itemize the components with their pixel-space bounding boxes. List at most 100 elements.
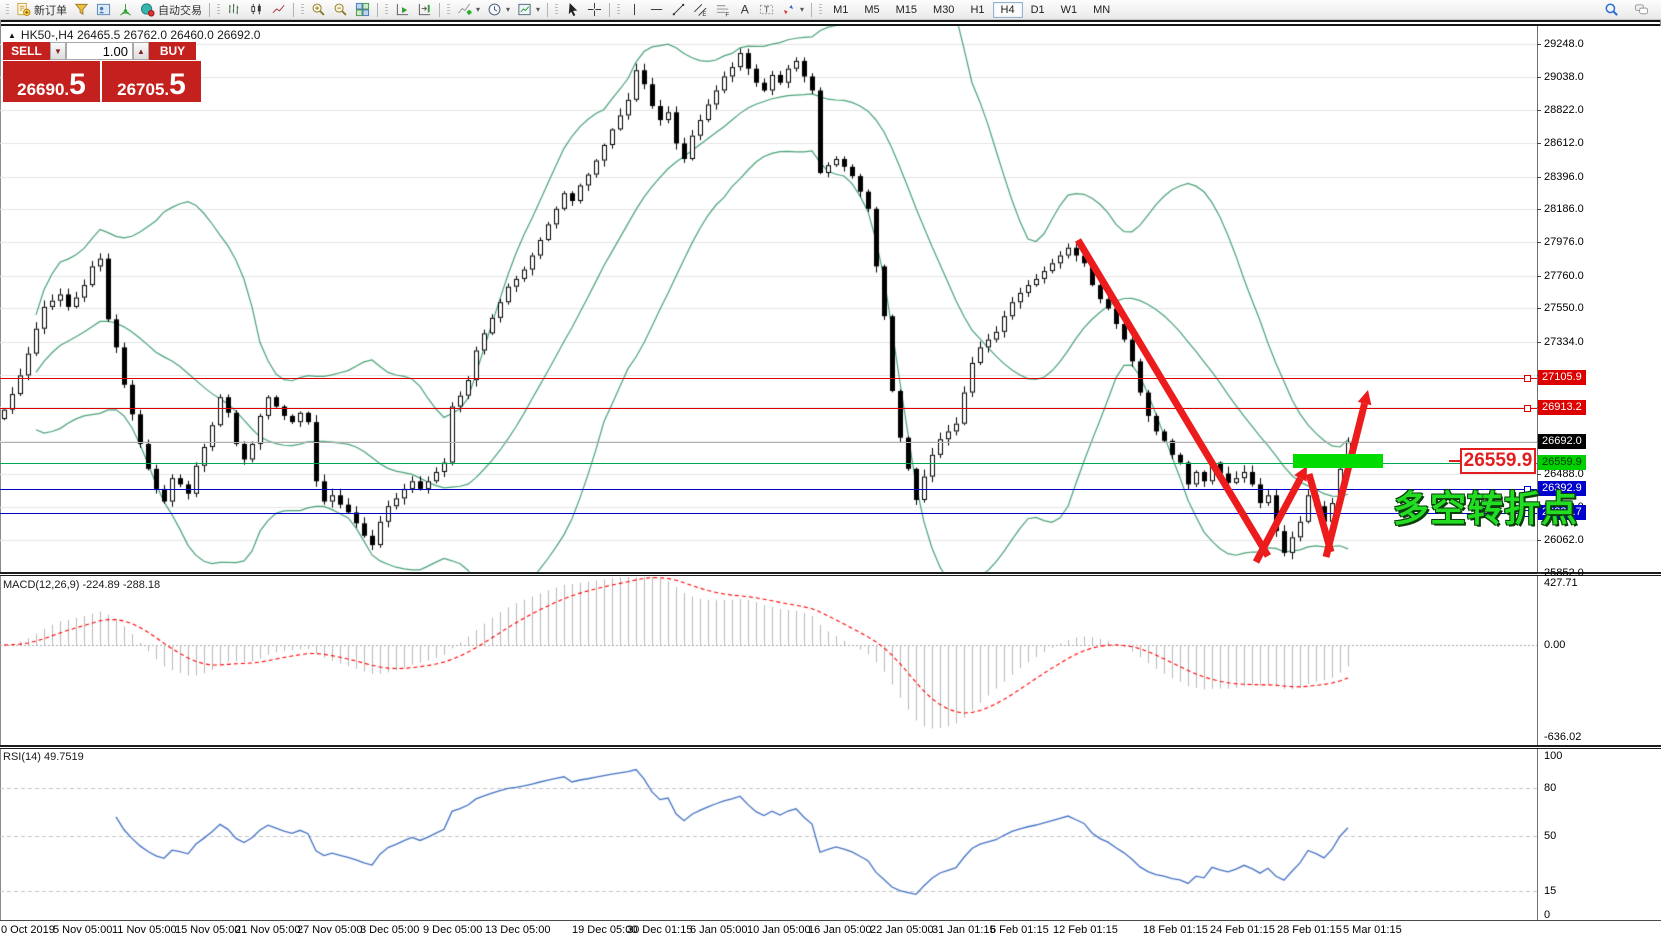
price-tick-label: 29038.0 [1544, 71, 1584, 83]
level-line-26392.9[interactable] [0, 489, 1537, 490]
price-tick-label: 27760.0 [1544, 270, 1584, 282]
time-label: 0 Oct 2019 [1, 924, 55, 936]
time-label: 24 Feb 01:15 [1210, 924, 1275, 936]
time-label: 10 Jan 05:00 [747, 924, 811, 936]
price-tick [1537, 242, 1541, 243]
time-label: 18 Feb 01:15 [1143, 924, 1208, 936]
price-tick-label: 28822.0 [1544, 104, 1584, 116]
time-label: 21 Nov 05:00 [235, 924, 301, 936]
time-label: 6 Feb 01:15 [990, 924, 1049, 936]
level-handle[interactable] [1524, 375, 1531, 382]
time-label: 11 Nov 05:00 [112, 924, 177, 936]
collapse-triangle-icon[interactable]: ▲ [8, 30, 16, 40]
rsi-scale-label: 0 [1544, 909, 1551, 921]
price-axis[interactable] [1537, 26, 1661, 920]
time-label: 22 Jan 05:00 [870, 924, 934, 936]
price-tick-label: 26062.0 [1544, 534, 1584, 546]
price-tick [1537, 110, 1541, 111]
symbol-header: ▲ HK50-,H4 26465.5 26762.0 26460.0 26692… [8, 28, 260, 42]
time-label: 27 Nov 05:00 [297, 924, 363, 936]
rsi-label: RSI(14) 49.7519 [3, 751, 84, 763]
time-label: 3 Dec 05:00 [360, 924, 420, 936]
sell-price-dot: . [64, 80, 70, 99]
price-callout[interactable]: 26559.9 [1449, 448, 1536, 474]
price-tick-label: 25852.0 [1544, 567, 1584, 579]
level-price-label: 27105.9 [1538, 370, 1586, 385]
price-tick-label: 27334.0 [1544, 336, 1584, 348]
sell-price-frac: 5 [69, 68, 86, 102]
rsi-scale-label: 50 [1544, 830, 1557, 842]
price-tick [1537, 276, 1541, 277]
price-tick [1537, 209, 1541, 210]
time-label: 19 Dec 05:00 [572, 924, 638, 936]
level-handle[interactable] [1524, 486, 1531, 493]
price-tick [1537, 573, 1541, 574]
time-axis-border [0, 920, 1661, 921]
macd-pane-separator[interactable] [0, 572, 1661, 576]
price-tick [1537, 143, 1541, 144]
one-click-trade-panel: SELL ▼ ▲ BUY 26690.5 26705.5 [3, 42, 204, 102]
price-tick-label: 28396.0 [1544, 171, 1584, 183]
level-line-26238.7[interactable] [0, 513, 1537, 514]
price-tick [1537, 540, 1541, 541]
price-tick [1537, 77, 1541, 78]
buy-price-dot: . [164, 80, 170, 99]
time-label: 12 Feb 01:15 [1053, 924, 1118, 936]
price-tick [1537, 474, 1541, 475]
macd-scale-label: 427.71 [1544, 577, 1578, 589]
rsi-pane-separator[interactable] [0, 745, 1661, 749]
macd-scale-label: -636.02 [1544, 731, 1582, 743]
sell-price-int: 26690 [17, 80, 65, 99]
time-label: 9 Dec 05:00 [423, 924, 483, 936]
volume-input[interactable] [66, 42, 133, 60]
price-tick-label: 27550.0 [1544, 302, 1584, 314]
buy-price-frac: 5 [169, 68, 186, 102]
level-price-label: 26913.2 [1538, 400, 1586, 415]
level-handle[interactable] [1524, 405, 1531, 412]
level-line-26913.2[interactable] [0, 408, 1537, 409]
turning-point-text[interactable]: 多空转折点 [1393, 488, 1579, 529]
price-tick [1537, 342, 1541, 343]
level-line-27105.9[interactable] [0, 378, 1537, 379]
time-label: 5 Mar 01:15 [1343, 924, 1402, 936]
level-line-26559.9[interactable] [0, 463, 1537, 464]
sell-price-button[interactable]: 26690. 5 [3, 61, 102, 102]
time-axis[interactable]: 0 Oct 2019 5 Nov 05:00 11 Nov 05:00 15 Nov … [0, 921, 1661, 941]
buy-price-button[interactable]: 26705. 5 [102, 61, 201, 102]
sell-button[interactable]: SELL [3, 42, 50, 60]
green-highlight-box[interactable] [1293, 454, 1383, 468]
level-price-label: 26238.7 [1538, 505, 1586, 520]
buy-price-int: 26705 [117, 80, 165, 99]
price-tick-label: 28186.0 [1544, 203, 1584, 215]
macd-scale-label: 0.00 [1544, 639, 1566, 651]
rsi-scale-label: 15 [1544, 885, 1557, 897]
volume-decrease-button[interactable]: ▼ [50, 42, 66, 60]
time-label: 31 Jan 01:15 [932, 924, 996, 936]
time-label: 6 Jan 05:00 [690, 924, 748, 936]
time-label: 13 Dec 05:00 [485, 924, 551, 936]
price-tick-label: 28612.0 [1544, 137, 1584, 149]
price-tick [1537, 308, 1541, 309]
symbol-ohlc-text: HK50-,H4 26465.5 26762.0 26460.0 26692.0 [20, 28, 261, 42]
price-tick-label: 27976.0 [1544, 236, 1584, 248]
price-tick-label: 26488.0 [1544, 468, 1584, 480]
level-handle[interactable] [1524, 510, 1531, 517]
macd-label: MACD(12,26,9) -224.89 -288.18 [3, 579, 161, 591]
level-price-label: 26392.9 [1538, 481, 1586, 496]
level-price-label: 26559.9 [1538, 455, 1586, 470]
level-line-26692.0[interactable] [0, 442, 1537, 443]
time-label: 5 Nov 05:00 [53, 924, 113, 936]
volume-increase-button[interactable]: ▲ [133, 42, 149, 60]
price-tick-label: 29248.0 [1544, 38, 1584, 50]
level-price-label: 26692.0 [1538, 434, 1586, 449]
time-label: 30 Dec 01:15 [627, 924, 693, 936]
rsi-scale-label: 80 [1544, 782, 1557, 794]
price-tick [1537, 44, 1541, 45]
rsi-scale-label: 100 [1544, 750, 1563, 762]
price-tick [1537, 177, 1541, 178]
time-label: 15 Nov 05:00 [175, 924, 241, 936]
time-label: 28 Feb 01:15 [1277, 924, 1342, 936]
buy-button[interactable]: BUY [149, 42, 196, 60]
